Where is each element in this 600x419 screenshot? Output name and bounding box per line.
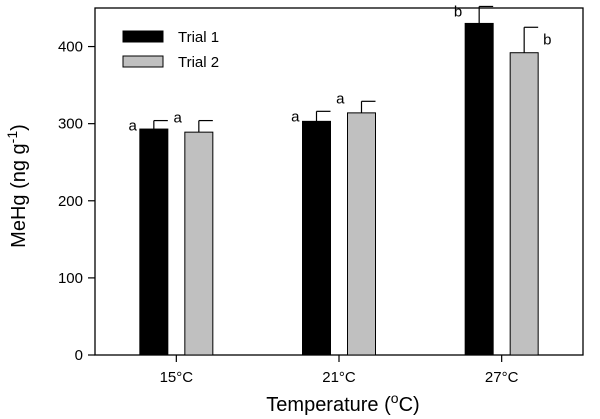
x-axis: 15°C 21°C 27°C — [160, 355, 519, 386]
y-axis-title-sup: -1 — [4, 131, 20, 144]
y-tick-label-300: 300 — [58, 116, 83, 133]
significance-label-trial-2-1: a — [173, 110, 182, 127]
bar-trial-1-2 — [302, 120, 331, 356]
x-tick-label-1: 15°C — [160, 369, 194, 386]
y-axis-title: MeHg (ng g-1) — [4, 124, 30, 248]
significance-label-trial-2-2: a — [336, 90, 345, 107]
legend-label-trial-2: Trial 2 — [178, 54, 219, 71]
y-tick-label-400: 400 — [58, 39, 83, 56]
x-axis-unit-close: C) — [399, 394, 420, 416]
x-axis-unit-open: ( — [384, 394, 391, 416]
x-axis-unit-sup: o — [391, 390, 399, 406]
bars-layer: a a a a b b — [128, 3, 552, 356]
legend: Trial 1 Trial 2 — [122, 29, 219, 71]
bar-trial-1-1 — [139, 128, 169, 356]
y-axis-title-close: ) — [8, 124, 30, 131]
bar-trial-2-3 — [509, 52, 539, 356]
y-tick-label-200: 200 — [58, 193, 83, 210]
significance-label-trial-1-1: a — [128, 118, 137, 135]
x-axis-title: Temperature (oC) — [266, 390, 419, 416]
legend-swatch-trial-1 — [122, 30, 164, 43]
bar-trial-2-1 — [184, 131, 214, 356]
y-tick-label-100: 100 — [58, 270, 83, 287]
legend-label-trial-1: Trial 1 — [178, 29, 219, 46]
significance-label-trial-1-3: b — [454, 3, 462, 20]
y-axis-title-text: MeHg (ng g — [8, 143, 30, 248]
bar-trial-2-2 — [347, 112, 376, 356]
y-axis: 0 100 200 300 400 — [58, 39, 95, 364]
x-tick-label-2: 21°C — [322, 369, 356, 386]
legend-swatch-trial-2 — [122, 55, 164, 68]
x-axis-title-text: Temperature — [266, 394, 378, 416]
x-tick-label-3: 27°C — [485, 369, 519, 386]
significance-label-trial-2-3: b — [543, 31, 551, 48]
y-tick-label-0: 0 — [75, 347, 83, 364]
significance-label-trial-1-2: a — [291, 108, 300, 125]
bar-trial-1-3 — [464, 22, 494, 356]
